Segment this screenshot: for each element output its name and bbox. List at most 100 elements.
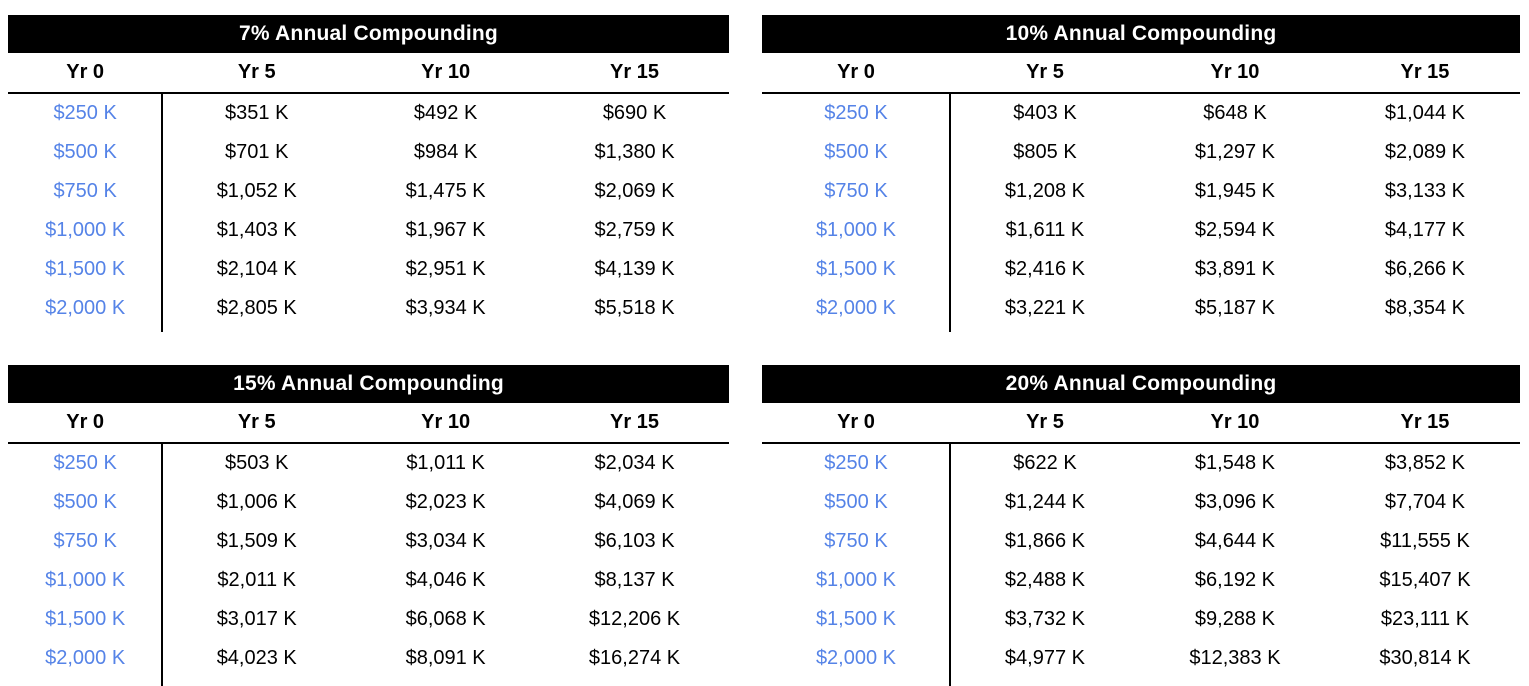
table-header-row: Yr 0 Yr 5 Yr 10 Yr 15 <box>762 53 1520 94</box>
value-cell: $4,023 K <box>216 647 297 669</box>
value-cell: $2,089 K <box>1384 141 1465 163</box>
value-cell: $2,805 K <box>216 297 297 319</box>
value-cell: $1,403 K <box>216 219 297 241</box>
column-header-yr0: Yr 0 <box>66 61 105 83</box>
table-row: $500 K $701 K $984 K $1,380 K <box>8 133 729 172</box>
value-cell: $403 K <box>1013 102 1077 124</box>
value-cell: $701 K <box>225 141 289 163</box>
value-cell: $2,034 K <box>594 452 675 474</box>
principal-cell: $1,500 K <box>45 258 126 280</box>
value-cell: $1,208 K <box>1004 180 1085 202</box>
value-cell: $15,407 K <box>1379 569 1471 591</box>
value-cell: $1,380 K <box>594 141 675 163</box>
table-row: $750 K $1,208 K $1,945 K $3,133 K <box>762 172 1520 211</box>
table-body: $250 K $351 K $492 K $690 K $500 K $701 K $984… <box>8 94 729 332</box>
principal-cell: $2,000 K <box>45 297 126 319</box>
table-row: $500 K $805 K $1,297 K $2,089 K <box>762 133 1520 172</box>
value-cell: $3,017 K <box>216 608 297 630</box>
value-cell: $805 K <box>1013 141 1077 163</box>
principal-cell: $1,000 K <box>45 219 126 241</box>
table-title: 10% Annual Compounding <box>762 15 1520 53</box>
table-row: $250 K $351 K $492 K $690 K <box>8 94 729 133</box>
table-row: $1,000 K $1,611 K $2,594 K $4,177 K <box>762 211 1520 250</box>
principal-cell: $750 K <box>53 530 117 552</box>
value-cell: $2,069 K <box>594 180 675 202</box>
principal-cell: $500 K <box>53 491 117 513</box>
column-header-yr15: Yr 15 <box>1400 411 1450 433</box>
principal-cell: $2,000 K <box>815 297 897 319</box>
principal-cell: $1,500 K <box>815 608 897 630</box>
table-title: 20% Annual Compounding <box>762 365 1520 403</box>
table-row: $750 K $1,509 K $3,034 K $6,103 K <box>8 522 729 561</box>
value-cell: $2,104 K <box>216 258 297 280</box>
column-header-yr10: Yr 10 <box>421 61 471 83</box>
value-cell: $6,266 K <box>1384 258 1465 280</box>
principal-cell: $1,000 K <box>45 569 126 591</box>
table-row: $250 K $403 K $648 K $1,044 K <box>762 94 1520 133</box>
value-cell: $5,518 K <box>594 297 675 319</box>
table-row: $250 K $503 K $1,011 K $2,034 K <box>8 444 729 483</box>
value-cell: $1,006 K <box>216 491 297 513</box>
column-header-yr15: Yr 15 <box>1400 61 1450 83</box>
column-header-yr10: Yr 10 <box>1210 61 1260 83</box>
table-row: $1,500 K $2,416 K $3,891 K $6,266 K <box>762 250 1520 289</box>
column-header-yr0: Yr 0 <box>837 61 875 83</box>
value-cell: $12,383 K <box>1189 647 1281 669</box>
value-cell: $3,221 K <box>1004 297 1085 319</box>
table-10pct-compounding: 10% Annual Compounding Yr 0 Yr 5 Yr 10 Y… <box>762 15 1520 332</box>
value-cell: $1,475 K <box>405 180 486 202</box>
table-row: $1,500 K $2,104 K $2,951 K $4,139 K <box>8 250 729 289</box>
value-cell: $6,068 K <box>405 608 486 630</box>
value-cell: $12,206 K <box>588 608 681 630</box>
value-cell: $4,069 K <box>594 491 675 513</box>
table-row: $1,500 K $3,017 K $6,068 K $12,206 K <box>8 600 729 639</box>
value-cell: $1,297 K <box>1194 141 1275 163</box>
value-cell: $1,548 K <box>1194 452 1275 474</box>
value-cell: $2,011 K <box>217 569 297 591</box>
value-cell: $4,644 K <box>1194 530 1275 552</box>
table-row: $750 K $1,866 K $4,644 K $11,555 K <box>762 522 1520 561</box>
principal-cell: $750 K <box>824 180 888 202</box>
table-7pct-compounding: 7% Annual Compounding Yr 0 Yr 5 Yr 10 Yr… <box>8 15 729 332</box>
value-cell: $7,704 K <box>1384 491 1465 513</box>
value-cell: $1,244 K <box>1004 491 1085 513</box>
table-header-row: Yr 0 Yr 5 Yr 10 Yr 15 <box>8 403 729 444</box>
value-cell: $6,192 K <box>1194 569 1275 591</box>
column-header-yr5: Yr 5 <box>237 61 276 83</box>
value-cell: $2,023 K <box>405 491 486 513</box>
value-cell: $1,044 K <box>1384 102 1465 124</box>
column-header-yr10: Yr 10 <box>1210 411 1260 433</box>
value-cell: $4,977 K <box>1004 647 1085 669</box>
table-15pct-compounding: 15% Annual Compounding Yr 0 Yr 5 Yr 10 Y… <box>8 365 729 686</box>
column-header-yr15: Yr 15 <box>610 61 659 83</box>
column-header-yr10: Yr 10 <box>421 411 471 433</box>
value-cell: $16,274 K <box>588 647 681 669</box>
value-cell: $622 K <box>1013 452 1077 474</box>
principal-cell: $1,500 K <box>45 608 126 630</box>
column-header-yr0: Yr 0 <box>837 411 875 433</box>
principal-cell: $250 K <box>53 102 117 124</box>
column-header-yr15: Yr 15 <box>610 411 659 433</box>
value-cell: $3,852 K <box>1384 452 1465 474</box>
value-cell: $5,187 K <box>1194 297 1275 319</box>
column-header-yr5: Yr 5 <box>1026 411 1064 433</box>
value-cell: $8,137 K <box>594 569 675 591</box>
value-cell: $1,967 K <box>405 219 486 241</box>
column-header-yr0: Yr 0 <box>66 411 105 433</box>
table-header-row: Yr 0 Yr 5 Yr 10 Yr 15 <box>8 53 729 94</box>
principal-cell: $500 K <box>53 141 117 163</box>
value-cell: $492 K <box>413 102 478 124</box>
table-body: $250 K $622 K $1,548 K $3,852 K $500 K $1,244… <box>762 444 1520 686</box>
value-cell: $4,177 K <box>1384 219 1465 241</box>
value-cell: $4,139 K <box>594 258 675 280</box>
value-cell: $1,866 K <box>1004 530 1085 552</box>
table-row: $2,000 K $4,977 K $12,383 K $30,814 K <box>762 639 1520 678</box>
value-cell: $1,052 K <box>216 180 297 202</box>
principal-cell: $250 K <box>824 102 888 124</box>
value-cell: $3,934 K <box>405 297 486 319</box>
table-row: $2,000 K $2,805 K $3,934 K $5,518 K <box>8 289 729 328</box>
column-divider-rule <box>948 444 951 686</box>
principal-cell: $250 K <box>53 452 117 474</box>
principal-cell: $750 K <box>824 530 888 552</box>
